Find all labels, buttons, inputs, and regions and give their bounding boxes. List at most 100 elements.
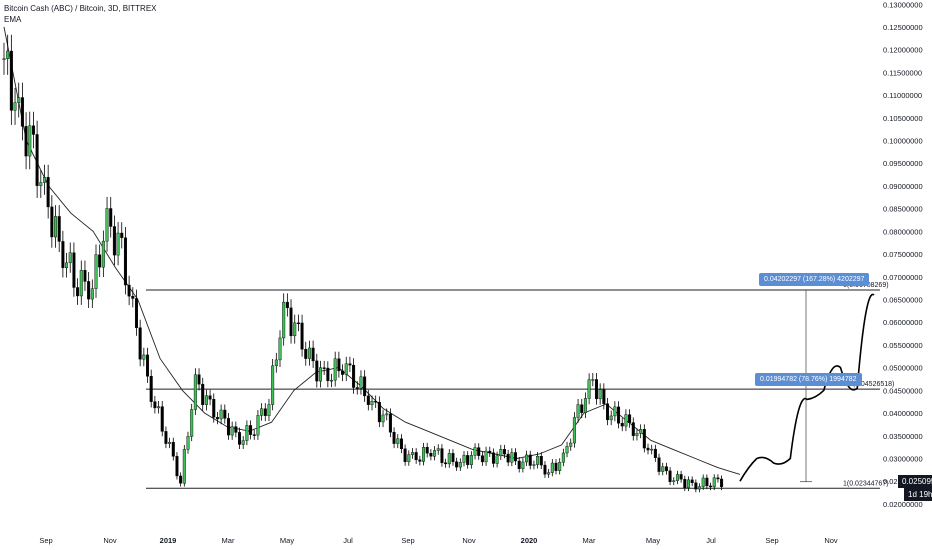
candle-body: [260, 408, 264, 416]
candle-body: [606, 403, 610, 421]
candle-body: [190, 409, 194, 437]
candle-body: [204, 395, 208, 405]
x-tick-label: 2020: [521, 536, 538, 545]
x-tick-label: Sep: [401, 536, 414, 545]
candle-body: [410, 452, 414, 455]
price-axis[interactable]: 0.020000000.025000000.030000000.03500000…: [883, 0, 923, 509]
candle-body: [226, 418, 230, 436]
y-tick-label: 0.11500000: [883, 68, 922, 77]
candle-body: [429, 452, 433, 457]
countdown-tag: 1d 19h: [904, 488, 932, 501]
candle-body: [146, 354, 150, 377]
candle-body: [502, 449, 506, 455]
candle-body: [370, 401, 374, 405]
candle-body: [245, 425, 249, 441]
y-tick-label: 0.11000000: [883, 91, 922, 100]
candle-body: [311, 347, 315, 362]
candle-body: [698, 486, 702, 490]
measure-label-top[interactable]: 0.04202297 (167.28%) 4202297: [759, 273, 870, 286]
symbol-title[interactable]: Bitcoin Cash (ABC) / Bitcoin, 3D, BITTRE…: [4, 4, 157, 13]
candle-body: [694, 482, 698, 490]
y-tick-label: 0.13000000: [883, 0, 923, 9]
candle-body: [271, 365, 275, 405]
candle-body: [157, 406, 161, 409]
candle-body: [477, 447, 481, 456]
candle-body: [418, 459, 422, 462]
candle-body: [94, 254, 98, 289]
candle-body: [234, 426, 238, 433]
candle-body: [565, 446, 569, 454]
candle-body: [510, 452, 514, 463]
candle-body: [664, 466, 668, 472]
candle-body: [594, 379, 598, 400]
y-tick-label: 0.10000000: [883, 137, 923, 146]
candle-body: [333, 358, 337, 381]
candle-body: [31, 125, 35, 135]
candle-body: [672, 480, 676, 482]
candle-body: [131, 295, 135, 299]
candle-body: [385, 413, 389, 416]
candle-body: [620, 423, 624, 427]
measure-label-mid[interactable]: 0.01994782 (78.76%) 1994782: [755, 373, 862, 386]
candle-body: [650, 448, 654, 451]
candle-body: [675, 474, 679, 481]
candle-body: [414, 452, 418, 461]
candle-body: [705, 477, 709, 487]
y-tick-label: 0.08000000: [883, 227, 923, 236]
x-tick-label: May: [646, 536, 660, 545]
x-tick-label: Sep: [39, 536, 52, 545]
indicator-label[interactable]: EMA: [4, 15, 22, 24]
y-tick-label: 0.03000000: [883, 454, 923, 463]
candle-body: [403, 448, 407, 462]
candle-body: [35, 134, 39, 186]
candle-body: [436, 448, 440, 451]
candle-body: [352, 364, 356, 388]
candle-body: [547, 472, 551, 475]
y-tick-label: 0.02000000: [883, 500, 923, 509]
candle-body: [197, 374, 201, 385]
candle-body: [252, 434, 256, 436]
candle-body: [536, 456, 540, 465]
candle-body: [46, 177, 50, 208]
candle-body: [495, 455, 499, 464]
candle-body: [433, 450, 437, 457]
candle-body: [679, 474, 683, 480]
candle-body: [657, 457, 661, 472]
candle-body: [182, 449, 186, 484]
y-tick-label: 0.09500000: [883, 159, 923, 168]
y-tick-label: 0.04500000: [883, 386, 923, 395]
projection-path: [739, 293, 875, 482]
candle-body: [422, 447, 426, 462]
y-tick-label: 0.10500000: [883, 114, 923, 123]
time-axis[interactable]: Sep Nov 2019 Mar May Jul Sep Nov 2020 Mar May Jul Se…: [39, 536, 838, 545]
candle-body: [381, 414, 385, 423]
candle-body: [267, 404, 271, 416]
candle-body: [631, 422, 635, 436]
candle-body: [355, 387, 359, 389]
candle-body: [249, 425, 253, 435]
candle-body: [201, 383, 205, 405]
candle-body: [455, 461, 459, 468]
x-tick-label: 2019: [160, 536, 177, 545]
y-tick-label: 0.05500000: [883, 341, 923, 350]
y-tick-label: 0.08500000: [883, 205, 923, 214]
candle-body: [54, 216, 58, 238]
y-tick-label: 0.05000000: [883, 364, 923, 373]
candle-body: [392, 432, 396, 444]
candle-body: [241, 440, 245, 445]
candle-body: [639, 429, 643, 434]
candle-body: [50, 206, 54, 238]
candle-body: [425, 447, 429, 454]
candle-body: [168, 442, 172, 444]
y-tick-label: 0.04000000: [883, 409, 923, 418]
candle-body: [112, 226, 116, 256]
candle-body: [215, 417, 219, 420]
candles-group: [2, 34, 724, 493]
candle-body: [602, 389, 606, 404]
candle-body: [550, 462, 554, 473]
candle-body: [466, 455, 470, 465]
candle-body: [480, 455, 484, 463]
candle-body: [690, 479, 694, 484]
candle-body: [396, 438, 400, 444]
